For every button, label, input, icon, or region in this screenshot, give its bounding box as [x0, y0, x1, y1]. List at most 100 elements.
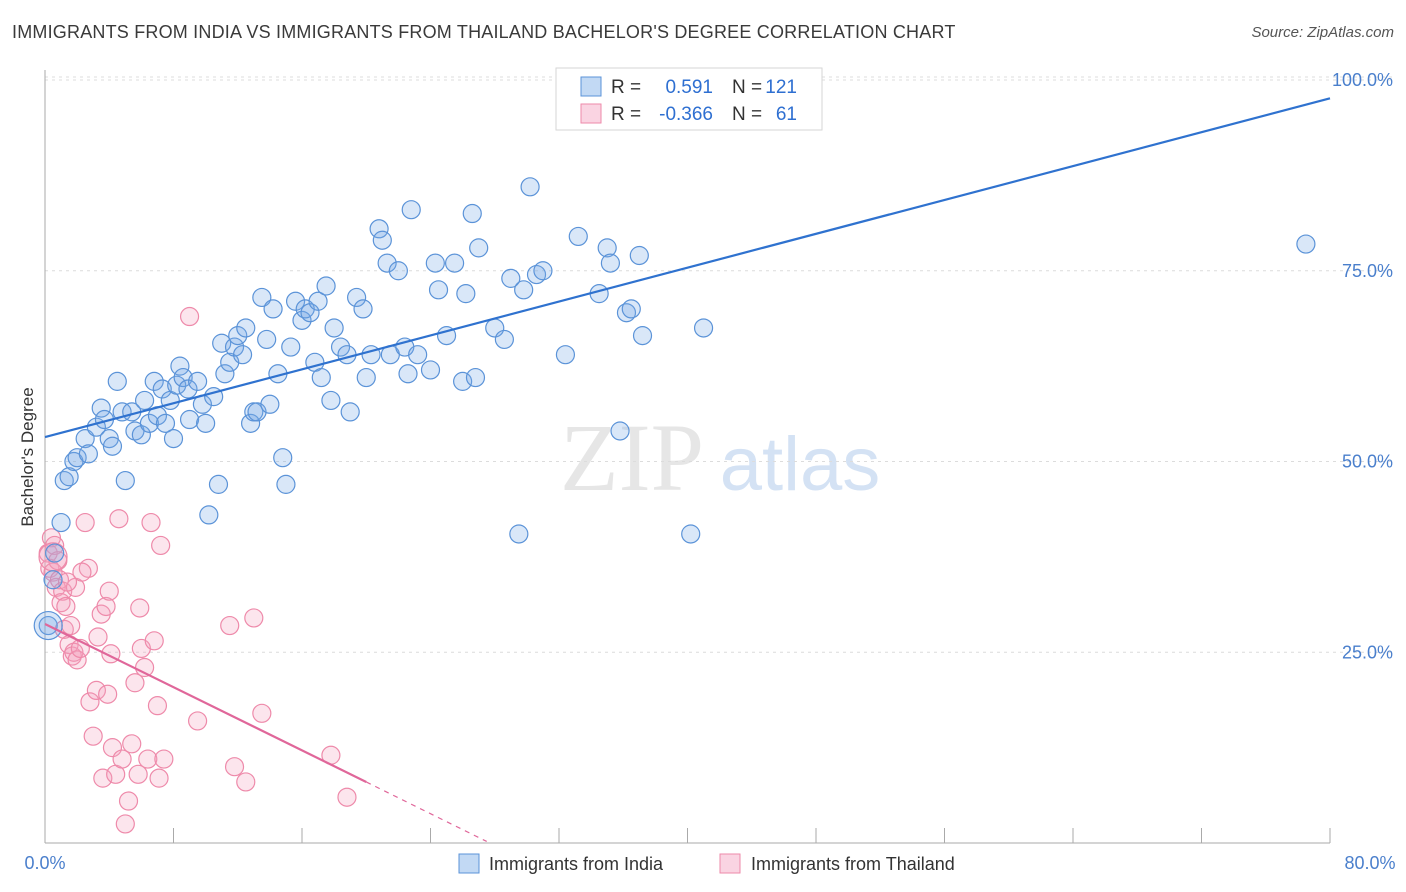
thailand-trendline-extension [365, 781, 487, 843]
thailand-point [151, 535, 171, 556]
x-ticks [44, 828, 1331, 843]
india-n-value: 121 [765, 77, 797, 98]
india-point [340, 402, 360, 422]
india-point [170, 356, 190, 376]
india-point [179, 409, 200, 430]
india-point [228, 326, 248, 346]
thailand-point [220, 615, 240, 636]
india-bottom-swatch [458, 853, 480, 874]
india-point [102, 436, 123, 456]
india-point [428, 280, 449, 300]
india-point [629, 245, 649, 266]
india-point [45, 543, 65, 563]
india-point [51, 512, 71, 533]
india-point [107, 371, 127, 391]
gridlines [45, 76, 1392, 653]
x-tick-label-min: 0.0% [24, 853, 65, 873]
thailand-point [75, 512, 95, 533]
india-point [285, 291, 306, 311]
india-point [67, 448, 87, 468]
india-point [388, 261, 408, 281]
thailand-point [147, 696, 168, 716]
india-point [59, 467, 79, 487]
thailand-point [122, 734, 142, 754]
india-point [281, 337, 301, 357]
thailand-point [149, 768, 169, 788]
y-tick-labels: 25.0% 50.0% 75.0% 100.0% [1332, 70, 1393, 662]
thailand-n-value: 61 [776, 104, 797, 125]
thailand-point [130, 598, 150, 618]
india-point [134, 390, 155, 411]
india-point [115, 470, 135, 491]
thailand-point [144, 631, 164, 651]
india-point [173, 367, 193, 388]
thailand-point [86, 680, 107, 701]
thailand-point [109, 509, 129, 529]
india-point [494, 329, 514, 350]
india-point [215, 364, 235, 384]
india-point [155, 413, 176, 433]
india-point [260, 394, 280, 414]
india-point [425, 253, 445, 273]
india-point [300, 303, 320, 323]
india-point [187, 371, 208, 391]
thailand-point [61, 615, 81, 636]
series-legend: Immigrants from India Immigrants from Th… [458, 853, 955, 874]
thailand-point [99, 581, 119, 601]
thailand-r-label: R = [611, 104, 641, 125]
india-point [444, 253, 465, 273]
india-point [232, 345, 253, 365]
india-point [131, 425, 151, 445]
india-point [555, 345, 576, 365]
india-point [139, 413, 160, 433]
y-axis-title: Bachelor's Degree [18, 387, 37, 526]
watermark-atlas: atlas [720, 422, 881, 507]
thailand-point [138, 749, 158, 769]
india-point [372, 230, 392, 250]
india-point [276, 474, 296, 494]
india-point [75, 429, 95, 449]
india-trendline [44, 97, 1331, 439]
india-point [597, 238, 617, 258]
india-point [78, 444, 98, 464]
india-point [144, 371, 164, 391]
india-point [533, 261, 553, 281]
india-point [632, 326, 653, 346]
x-tick-label-max: 80.0% [1344, 853, 1395, 873]
india-point [321, 390, 341, 411]
y-tick-label: 25.0% [1342, 642, 1393, 662]
thailand-point [187, 711, 208, 731]
india-point [621, 299, 641, 319]
india-point [263, 299, 283, 319]
thailand-point [83, 726, 103, 746]
thailand-point [141, 512, 161, 533]
thailand-point [80, 692, 100, 712]
india-point [509, 524, 529, 544]
india-r-label: R = [611, 77, 641, 98]
india-legend-swatch [580, 76, 602, 97]
india-point [353, 299, 373, 319]
y-tick-label: 50.0% [1342, 452, 1393, 472]
trendlines [44, 97, 1331, 843]
india-point [600, 253, 621, 273]
india-point [568, 226, 588, 247]
india-point [236, 318, 256, 338]
thailand-point [115, 814, 135, 834]
india-point [462, 203, 482, 224]
thailand-bottom-label: Immigrants from Thailand [751, 854, 955, 874]
india-point [408, 345, 428, 365]
india-point [316, 276, 336, 296]
india-bottom-label: Immigrants from India [489, 854, 664, 874]
india-point [514, 280, 534, 300]
thailand-point [224, 757, 245, 777]
thailand-point [125, 673, 145, 693]
thailand-point [128, 764, 148, 784]
india-point [681, 524, 701, 544]
thailand-point [244, 608, 264, 628]
thailand-point [93, 768, 113, 788]
india-point [453, 371, 473, 391]
india-point [401, 200, 421, 220]
india-point [292, 310, 312, 330]
india-point [610, 421, 630, 441]
india-point [199, 505, 219, 525]
